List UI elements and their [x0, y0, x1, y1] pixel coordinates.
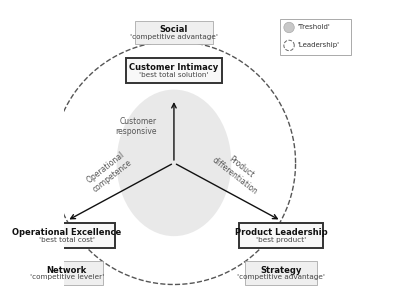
FancyBboxPatch shape: [126, 58, 222, 83]
Text: 'best total solution': 'best total solution': [139, 72, 209, 78]
Text: 'competitive leveler': 'competitive leveler': [30, 274, 104, 281]
FancyBboxPatch shape: [280, 19, 351, 55]
Text: 'competitive advantage': 'competitive advantage': [130, 34, 218, 40]
Text: Customer Intimacy: Customer Intimacy: [129, 63, 218, 72]
Text: Social: Social: [160, 25, 188, 34]
FancyBboxPatch shape: [19, 223, 114, 248]
FancyBboxPatch shape: [31, 261, 103, 285]
Text: 'competitive advantage': 'competitive advantage': [237, 274, 325, 281]
Text: Product Leadership: Product Leadership: [235, 228, 328, 237]
Text: Strategy: Strategy: [261, 266, 302, 275]
Text: 'best product': 'best product': [256, 237, 306, 243]
Text: 'best total cost': 'best total cost': [39, 237, 95, 243]
Text: Customer
responsive: Customer responsive: [115, 117, 157, 136]
FancyBboxPatch shape: [245, 261, 317, 285]
Text: Network: Network: [47, 266, 87, 275]
FancyBboxPatch shape: [135, 21, 213, 44]
Circle shape: [284, 22, 294, 33]
Text: Product
differentiation: Product differentiation: [210, 147, 265, 196]
Text: Operational
competence: Operational competence: [84, 150, 133, 194]
Text: 'Treshold': 'Treshold': [297, 24, 330, 31]
Text: 'Leadership': 'Leadership': [297, 42, 339, 48]
FancyBboxPatch shape: [239, 223, 323, 248]
Text: Operational Excellence: Operational Excellence: [12, 228, 121, 237]
Ellipse shape: [116, 90, 231, 236]
